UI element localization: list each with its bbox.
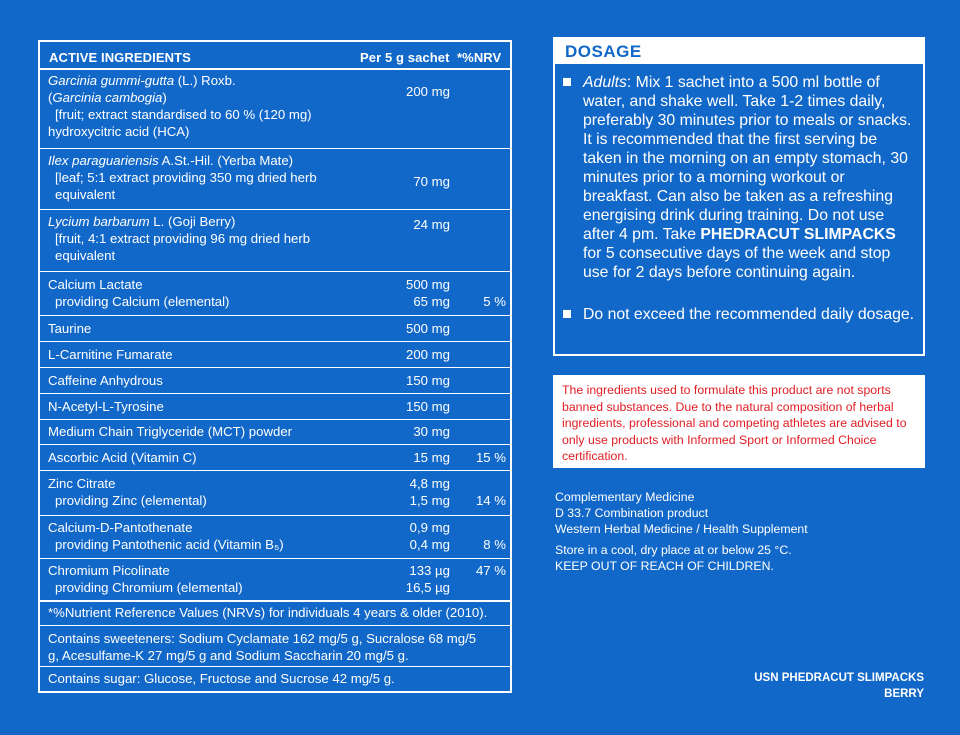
amount: 30 mg	[413, 424, 450, 439]
ingredient-name: L-Carnitine Fumarate	[48, 347, 173, 362]
table-row: Calcium Lactate providing Calcium (eleme…	[48, 277, 506, 309]
table-row: Garcinia gummi-gutta (L.) Roxb. (Garcini…	[48, 73, 450, 139]
complementary-medicine: Complementary Medicine	[555, 490, 695, 504]
table-row: Lycium barbarum L. (Goji Berry) [fruit, …	[48, 214, 450, 263]
table-row: Ascorbic Acid (Vitamin C) 15 mg 15 %	[40, 447, 510, 469]
ingredient-name: Taurine	[48, 321, 92, 336]
sugar-note: Contains sugar: Glucose, Fructose and Su…	[48, 671, 395, 686]
amount: 15 mg	[413, 450, 450, 465]
sports-warning: The ingredients used to formulate this p…	[553, 375, 925, 468]
ingredient-name: Zinc Citrate	[48, 476, 116, 491]
amount-2: 0,4 mg	[409, 537, 450, 552]
amount: 150 mg	[406, 399, 450, 414]
table-row: Calcium-D-Pantothenate providing Pantoth…	[48, 520, 506, 552]
amount: 0,9 mg	[409, 520, 450, 535]
ingredient-name: Lycium barbarum L. (Goji Berry)	[48, 214, 236, 229]
amount: 500 mg	[406, 277, 450, 292]
table-row: Medium Chain Triglyceride (MCT) powder 3…	[40, 421, 510, 443]
amount: 200 mg	[406, 347, 450, 362]
amount: 200 mg	[406, 84, 450, 99]
ingredient-name: Calcium Lactate	[48, 277, 143, 292]
table-row: L-Carnitine Fumarate 200 mg	[40, 344, 510, 366]
ingredient-name: Calcium-D-Pantothenate	[48, 520, 193, 535]
table-row: Caffeine Anhydrous 150 mg	[40, 370, 510, 392]
table-row: N-Acetyl-L-Tyrosine 150 mg	[40, 396, 510, 418]
storage-instructions: Store in a cool, dry place at or below 2…	[555, 543, 792, 557]
dosage-panel: DOSAGE Adults: Mix 1 sachet into a 500 m…	[553, 37, 925, 356]
nrv: 5 %	[483, 294, 506, 309]
amount: 133 µg	[409, 563, 450, 578]
ingredient-name: Chromium Picolinate	[48, 563, 170, 578]
amount: 4,8 mg	[409, 476, 450, 491]
ingredient-name: Caffeine Anhydrous	[48, 373, 163, 388]
ingredient-name: Medium Chain Triglyceride (MCT) powder	[48, 424, 293, 439]
table-row: Taurine 500 mg	[40, 318, 510, 340]
herbal-medicine-line: Western Herbal Medicine / Health Supplem…	[555, 522, 808, 536]
header-nrv: *%NRV	[457, 50, 502, 65]
amount: 500 mg	[406, 321, 450, 336]
bullet-icon	[563, 310, 571, 318]
table-row: Ilex paraguariensis A.St.-Hil. (Yerba Ma…	[48, 153, 450, 202]
nrv: 47 %	[475, 563, 506, 578]
ingredient-name: Ilex paraguariensis A.St.-Hil. (Yerba Ma…	[48, 153, 294, 168]
amount: 150 mg	[406, 373, 450, 388]
amount-2: 65 mg	[413, 294, 450, 309]
amount: 70 mg	[413, 174, 450, 189]
nrv: 14 %	[475, 493, 506, 508]
keep-away-children: KEEP OUT OF REACH OF CHILDREN.	[555, 559, 774, 573]
ingredient-name: N-Acetyl-L-Tyrosine	[48, 399, 164, 414]
ingredient-name: Ascorbic Acid (Vitamin C)	[48, 450, 197, 465]
dosage-title: DOSAGE	[555, 39, 923, 64]
nrv: 15 %	[475, 450, 506, 465]
table-header: ACTIVE INGREDIENTS Per 5 g sachet *%NRV	[40, 42, 510, 70]
ingredients-table: ACTIVE INGREDIENTS Per 5 g sachet *%NRV …	[38, 40, 512, 693]
combination-product: D 33.7 Combination product	[555, 506, 709, 520]
table-row: Zinc Citrate providing Zinc (elemental) …	[48, 476, 506, 508]
product-name: USN PHEDRACUT SLIMPACKS	[754, 672, 924, 684]
amount-2: 1,5 mg	[409, 493, 450, 508]
amount-2: 16,5 µg	[405, 580, 450, 595]
flavour-name: BERRY	[884, 688, 924, 700]
amount: 24 mg	[413, 217, 450, 232]
header-active-ingredients: ACTIVE INGREDIENTS	[49, 50, 191, 65]
nrv: 8 %	[483, 537, 506, 552]
nrv-footnote: *%Nutrient Reference Values (NRVs) for i…	[48, 605, 488, 620]
bullet-icon	[563, 78, 571, 86]
sweeteners-note: Contains sweeteners: Sodium Cyclamate 16…	[48, 631, 477, 663]
header-per-sachet: Per 5 g sachet	[360, 50, 450, 65]
ingredient-name: Garcinia gummi-gutta (L.) Roxb.	[48, 73, 236, 88]
table-row: Chromium Picolinate providing Chromium (…	[48, 563, 506, 595]
